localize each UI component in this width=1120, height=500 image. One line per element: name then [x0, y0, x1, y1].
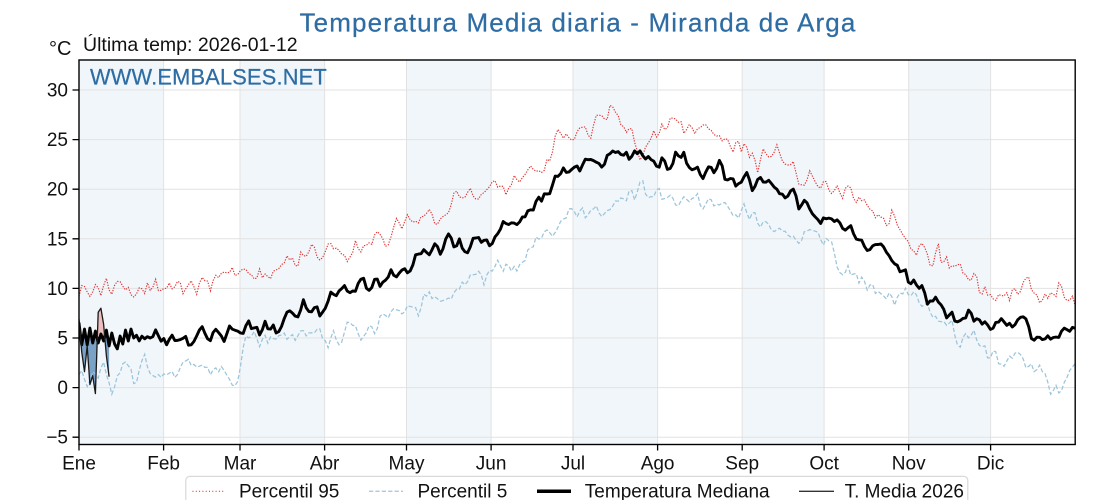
svg-text:30: 30: [47, 81, 68, 102]
svg-text:Temperatura Mediana: Temperatura Mediana: [585, 482, 770, 500]
svg-text:WWW.EMBALSES.NET: WWW.EMBALSES.NET: [90, 64, 327, 89]
svg-text:20: 20: [47, 180, 68, 201]
svg-text:Nov: Nov: [892, 454, 926, 475]
svg-text:Oct: Oct: [809, 454, 839, 475]
svg-text:Percentil 5: Percentil 5: [418, 482, 508, 500]
svg-text:−5: −5: [46, 428, 68, 449]
svg-text:Feb: Feb: [147, 454, 180, 475]
svg-text:Abr: Abr: [310, 454, 340, 475]
svg-text:Jul: Jul: [561, 454, 585, 475]
svg-text:5: 5: [57, 329, 68, 350]
svg-text:Ago: Ago: [641, 454, 675, 475]
svg-text:10: 10: [47, 279, 68, 300]
svg-text:May: May: [389, 454, 425, 475]
svg-text:Mar: Mar: [224, 454, 257, 475]
svg-text:Percentil 95: Percentil 95: [239, 482, 339, 500]
svg-text:°C: °C: [49, 38, 71, 60]
svg-text:Dic: Dic: [977, 454, 1004, 475]
svg-text:0: 0: [57, 378, 68, 399]
svg-text:Temperatura Media diaria - Mir: Temperatura Media diaria - Miranda de Ar…: [299, 8, 856, 38]
svg-text:T. Media 2026: T. Media 2026: [845, 482, 964, 500]
svg-text:15: 15: [47, 229, 68, 250]
svg-text:Sep: Sep: [725, 454, 759, 475]
svg-text:Jun: Jun: [476, 454, 507, 475]
svg-text:25: 25: [47, 130, 68, 151]
svg-text:Ene: Ene: [62, 454, 96, 475]
svg-text:Última temp: 2026-01-12: Última temp: 2026-01-12: [83, 33, 298, 56]
